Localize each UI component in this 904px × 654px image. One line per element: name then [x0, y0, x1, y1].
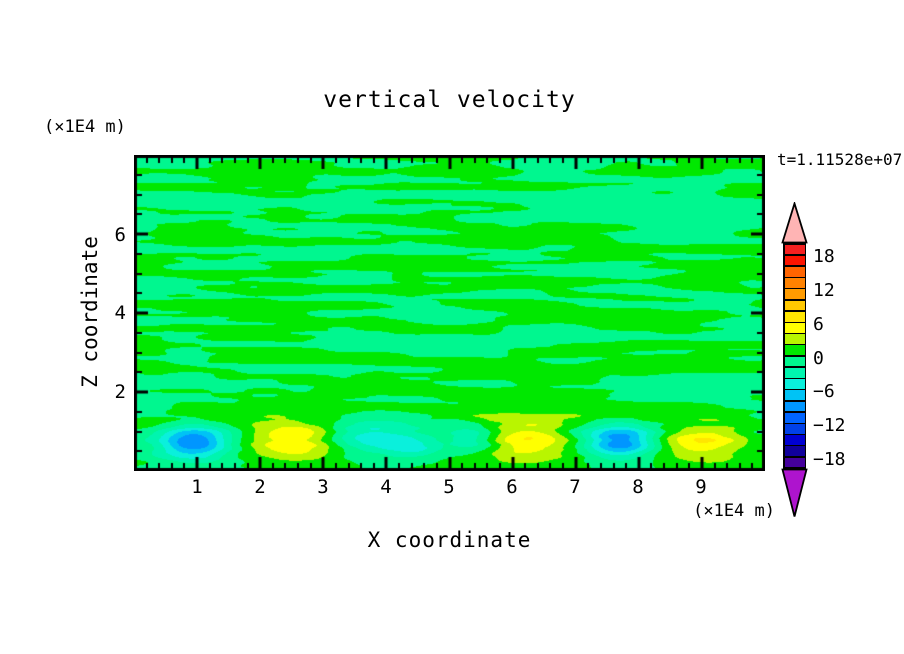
colorbar-segment: [784, 300, 805, 311]
colorbar-under-arrow: [781, 468, 808, 517]
colorbar-segment: [784, 367, 805, 378]
x-tick-label-2: 2: [254, 476, 266, 498]
colorbar-segment: [784, 401, 805, 412]
time-label: t=1.11528e+07: [777, 150, 903, 169]
x-tick-label-9: 9: [695, 476, 707, 498]
colorbar-label-6: 6: [813, 314, 824, 335]
colorbar-segment: [784, 379, 805, 389]
x-tick-label-6: 6: [506, 476, 518, 498]
colorbar-label-18: 18: [813, 246, 835, 267]
z-tick-label-2: 2: [114, 381, 126, 403]
colorbar-label-neg12: −12: [813, 415, 846, 436]
colorbar-segment: [784, 311, 805, 322]
z-axis-label: Z coordinate: [78, 236, 102, 388]
x-tick-label-8: 8: [632, 476, 644, 498]
plot-title: vertical velocity: [323, 87, 576, 113]
colorbar-over-arrow-shape: [781, 202, 808, 244]
colorbar-segment: [784, 323, 805, 333]
z-tick-label-4: 4: [114, 302, 126, 324]
colorbar-segment: [784, 244, 805, 255]
colorbar-segment: [784, 424, 805, 434]
colorbar-segment: [784, 446, 805, 457]
colorbar-segment: [784, 266, 805, 277]
colorbar-segment: [784, 289, 805, 300]
contour-field-canvas: [134, 155, 765, 471]
z-axis-unit-label: (×1E4 m): [44, 117, 126, 137]
x-tick-label-4: 4: [380, 476, 392, 498]
colorbar-under-arrow-shape: [781, 468, 808, 517]
z-tick-label-6: 6: [114, 224, 126, 246]
colorbar-segment: [784, 255, 805, 266]
colorbar-segment: [784, 356, 805, 367]
x-axis-label: X coordinate: [367, 528, 532, 552]
colorbar-label-neg6: −6: [813, 381, 835, 402]
colorbar-label-12: 12: [813, 280, 835, 301]
colorbar-segment: [784, 412, 805, 423]
colorbar-segment: [784, 345, 805, 356]
colorbar: [783, 243, 806, 469]
colorbar-over-arrow: [781, 202, 808, 244]
colorbar-segment: [784, 457, 805, 468]
x-tick-label-3: 3: [317, 476, 329, 498]
x-tick-label-5: 5: [443, 476, 455, 498]
x-axis-unit-label: (×1E4 m): [693, 501, 775, 521]
colorbar-segment: [784, 435, 805, 445]
colorbar-label-neg18: −18: [813, 449, 846, 470]
x-tick-label-1: 1: [191, 476, 203, 498]
colorbar-segment: [784, 278, 805, 288]
colorbar-segment: [784, 390, 805, 401]
colorbar-segment: [784, 334, 805, 344]
x-tick-label-7: 7: [569, 476, 581, 498]
colorbar-label-0: 0: [813, 348, 824, 369]
